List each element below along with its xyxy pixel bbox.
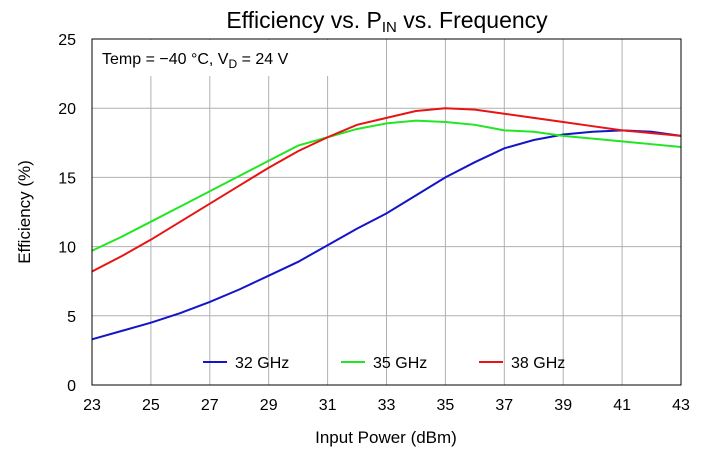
legend-label: 38 GHz	[511, 355, 565, 372]
y-tick-label: 15	[58, 170, 76, 187]
x-tick-label: 39	[554, 397, 572, 414]
legend-label: 35 GHz	[373, 355, 427, 372]
series-line	[91, 107, 682, 273]
legend-label: 32 GHz	[235, 355, 289, 372]
x-tick-label: 29	[260, 397, 278, 414]
annotation: Temp = −40 °C, VD = 24 V	[102, 51, 289, 71]
x-tick-label: 43	[672, 397, 690, 414]
x-tick-label: 41	[613, 397, 631, 414]
x-tick-label: 35	[437, 397, 455, 414]
plot-border	[91, 38, 682, 386]
y-axis-label: Efficiency (%)	[15, 160, 34, 264]
annotation-text: = 24 V	[237, 51, 288, 68]
y-tick-label: 25	[58, 32, 76, 49]
x-tick-label: 33	[378, 397, 396, 414]
y-tick-label: 0	[67, 378, 76, 395]
x-tick-label: 37	[495, 397, 513, 414]
annotation-text: Temp = −40 °C, V	[102, 51, 229, 68]
annotation-box	[93, 40, 363, 76]
series-line	[91, 129, 682, 341]
x-tick-label: 23	[83, 397, 101, 414]
y-tick-label: 5	[67, 309, 76, 326]
chart-title: Efficiency vs. PIN vs. Frequency	[226, 7, 548, 36]
series-line	[91, 119, 682, 252]
title-text: Efficiency vs. P	[226, 7, 382, 33]
x-tick-label: 25	[142, 397, 160, 414]
title-text: vs. Frequency	[397, 7, 548, 33]
annotation-text: D	[228, 57, 237, 71]
x-axis-label: Input Power (dBm)	[315, 428, 457, 447]
x-tick-label: 27	[201, 397, 219, 414]
y-tick-label: 10	[58, 240, 76, 257]
y-tick-label: 20	[58, 101, 76, 118]
title-subscript: IN	[382, 19, 397, 36]
x-tick-label: 31	[319, 397, 337, 414]
